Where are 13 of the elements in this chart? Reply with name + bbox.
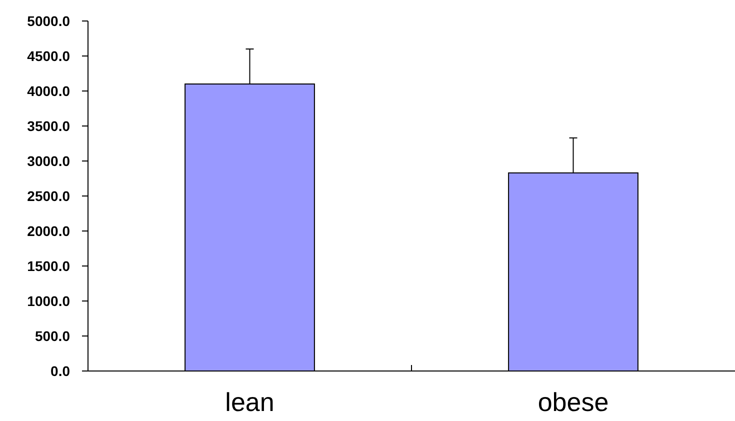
x-tick-label: lean bbox=[225, 387, 274, 417]
y-tick-label: 3000.0 bbox=[27, 152, 70, 169]
y-tick-label: 5000.0 bbox=[27, 12, 70, 29]
y-tick-label: 2500.0 bbox=[27, 188, 70, 204]
y-tick-label: 2000.0 bbox=[27, 222, 70, 239]
y-tick-label: 3500.0 bbox=[27, 118, 70, 134]
y-tick-label: 4000.0 bbox=[27, 82, 70, 99]
x-tick-label: obese bbox=[538, 387, 609, 417]
y-tick-label: 1000.0 bbox=[27, 292, 70, 309]
y-tick-label: 0.0 bbox=[50, 362, 70, 379]
y-tick-label: 500.0 bbox=[34, 328, 70, 344]
y-tick-label: 4500.0 bbox=[27, 48, 70, 64]
y-tick-label: 1500.0 bbox=[27, 258, 70, 274]
